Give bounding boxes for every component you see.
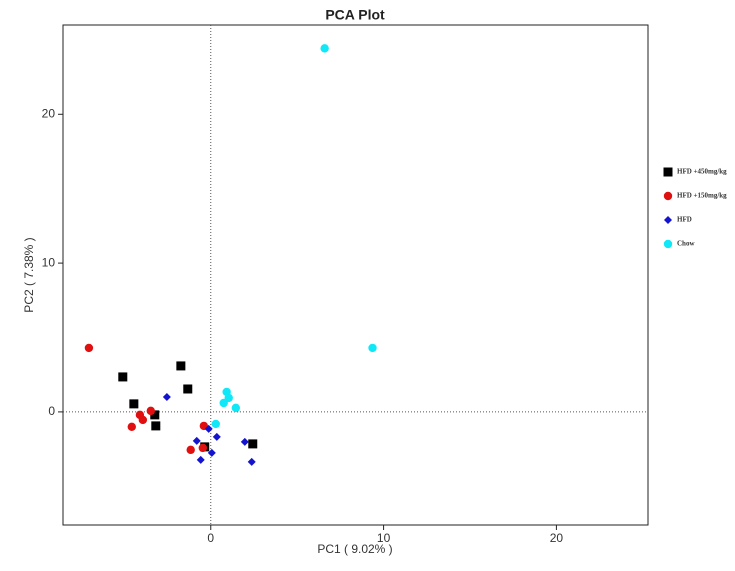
legend-swatch bbox=[664, 216, 672, 224]
legend-swatch bbox=[663, 167, 673, 177]
point bbox=[198, 443, 208, 453]
point bbox=[151, 421, 161, 431]
point bbox=[248, 439, 258, 449]
point bbox=[207, 448, 216, 457]
y-tick-label: 10 bbox=[42, 255, 56, 269]
point bbox=[129, 399, 139, 409]
point bbox=[231, 403, 241, 413]
point bbox=[183, 384, 193, 394]
point bbox=[204, 424, 213, 433]
legend-swatch bbox=[663, 191, 673, 201]
point bbox=[212, 432, 221, 441]
point bbox=[146, 406, 155, 416]
y-tick-label: 0 bbox=[48, 404, 55, 418]
plot-frame bbox=[62, 24, 649, 526]
legend: HFD +450mg/kg HFD +150mg/kg HFD Chow bbox=[663, 167, 727, 249]
point bbox=[211, 419, 220, 429]
x-tick-label: 0 bbox=[207, 531, 214, 545]
chart-title: PCA Plot bbox=[325, 7, 385, 23]
legend-label: HFD bbox=[677, 216, 692, 224]
x-axis-label: PC1 ( 9.02% ) bbox=[317, 542, 392, 556]
y-tick-label: 20 bbox=[42, 106, 56, 120]
point bbox=[162, 393, 171, 402]
point bbox=[84, 343, 94, 353]
y-axis-label: PC2 ( 7.38% ) bbox=[22, 237, 36, 312]
legend-label: HFD +150mg/kg bbox=[677, 192, 727, 200]
point bbox=[138, 415, 148, 425]
x-tick-label: 10 bbox=[377, 531, 391, 545]
point bbox=[196, 455, 205, 464]
legend-label: Chow bbox=[677, 240, 695, 248]
legend-swatch bbox=[663, 239, 673, 249]
point bbox=[320, 44, 329, 53]
point bbox=[118, 372, 128, 382]
point bbox=[127, 422, 136, 431]
point bbox=[186, 445, 195, 455]
point bbox=[150, 410, 160, 420]
point bbox=[240, 437, 249, 446]
point bbox=[224, 393, 233, 403]
point bbox=[192, 436, 201, 445]
point bbox=[247, 457, 256, 466]
point bbox=[176, 361, 186, 371]
point bbox=[368, 343, 377, 353]
legend-label: HFD +450mg/kg bbox=[677, 168, 727, 176]
x-tick-label: 20 bbox=[550, 531, 564, 545]
